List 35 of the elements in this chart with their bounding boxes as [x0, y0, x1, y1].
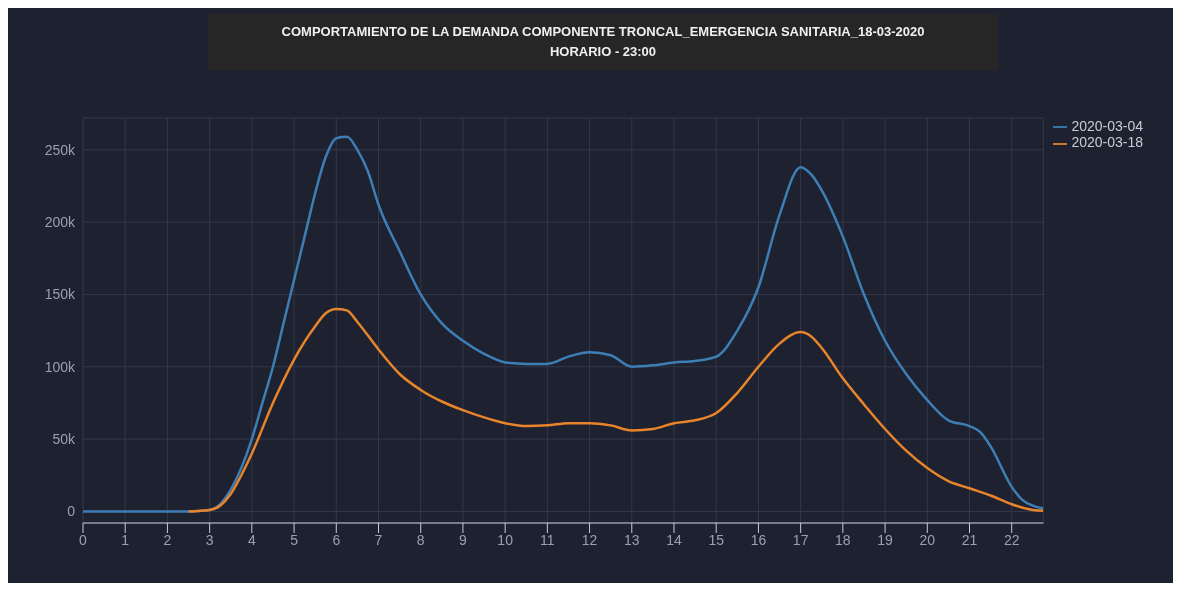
y-tick-label: 150k — [44, 286, 76, 303]
x-tick-label: 7 — [374, 531, 383, 548]
x-tick-label: 20 — [919, 531, 936, 548]
legend-label: 2020-03-04 — [1071, 118, 1143, 134]
y-tick-label: 0 — [67, 503, 76, 520]
x-tick-label: 11 — [540, 531, 555, 548]
line-series — [187, 307, 1044, 513]
x-tick-label: 5 — [290, 531, 299, 548]
x-tick-label: 17 — [792, 531, 809, 548]
x-tick-label: 9 — [459, 531, 468, 548]
x-tick-label: 1 — [121, 531, 130, 548]
x-tick-label: 8 — [416, 531, 425, 548]
x-tick-label: 13 — [624, 531, 640, 548]
x-tick-label: 0 — [79, 531, 88, 548]
y-tick-label: 200k — [44, 214, 76, 231]
legend-label: 2020-03-18 — [1071, 134, 1143, 151]
y-tick-label: 50k — [52, 431, 76, 448]
y-tick-label: 100k — [44, 358, 76, 375]
x-tick-label: 21 — [961, 531, 978, 548]
chart-subtitle: HORARIO - 23:00 — [548, 43, 658, 61]
x-tick-label: 18 — [835, 531, 851, 548]
line-series — [83, 135, 1044, 513]
x-tick-label: 4 — [247, 531, 256, 548]
chart-title: COMPORTAMIENTO DE LA DEMANDA COMPONENTE TRONCAL_EMERGENCIA SANITARIA_18-03-2020 — [280, 23, 926, 41]
x-tick-label: 3 — [205, 531, 214, 548]
x-tick-label: 15 — [708, 531, 725, 548]
x-tick-label: 14 — [666, 531, 682, 548]
x-tick-label: 16 — [750, 531, 767, 548]
x-tick-label: 12 — [581, 531, 598, 548]
x-tick-label: 2 — [163, 531, 172, 548]
y-tick-label: 250k — [44, 141, 76, 158]
x-tick-label: 22 — [1003, 531, 1020, 548]
x-tick-label: 19 — [877, 531, 894, 548]
x-tick-label: 6 — [332, 531, 341, 548]
x-tick-label: 10 — [497, 531, 514, 548]
